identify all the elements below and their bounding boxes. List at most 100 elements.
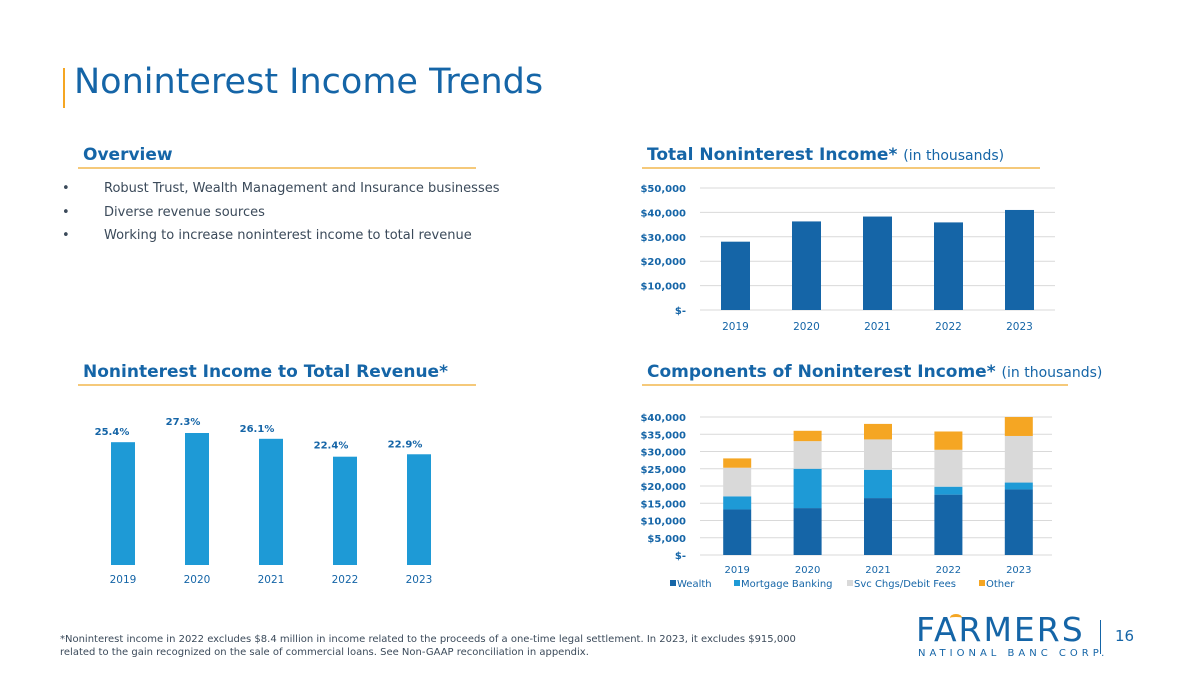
stack-segment [864, 439, 892, 470]
legend-swatch [847, 580, 853, 586]
y-tick-label: $40,000 [640, 208, 686, 219]
bar [934, 222, 963, 310]
x-tick-label: 2023 [406, 574, 433, 586]
y-tick-label: $20,000 [640, 257, 686, 268]
bullet-item: Robust Trust, Wealth Management and Insu… [62, 180, 499, 204]
legend-swatch [979, 580, 985, 586]
x-tick-label: 2021 [865, 565, 890, 576]
bar [721, 241, 750, 310]
components-chart: $- $5,000 $10,000 $15,000 $20,000 $25,000 $30,… [640, 413, 1052, 590]
ratio-rule [78, 384, 476, 386]
footnote: *Noninterest income in 2022 excludes $8.… [60, 634, 796, 658]
x-tick-label: 2021 [864, 321, 891, 333]
stack-segment [723, 458, 752, 468]
logo-arc-icon [950, 614, 962, 622]
y-tick-label: $- [675, 306, 686, 317]
stack-segment [864, 498, 892, 555]
components-title: Components of Noninterest Income* (in th… [647, 362, 1102, 382]
total-income-chart: $- $10,000 $20,000 $30,000 $40,000 $50,000 201… [640, 184, 1055, 333]
data-label: 26.1% [240, 424, 275, 435]
components-rule [642, 384, 1068, 386]
total-income-title: Total Noninterest Income* (in thousands) [647, 145, 1004, 165]
stack-segment [793, 441, 822, 469]
overview-title: Overview [83, 145, 173, 165]
legend-swatch [670, 580, 676, 586]
title-accent-bar [63, 68, 65, 108]
stack-segment [934, 449, 963, 487]
y-tick-label: $10,000 [640, 517, 686, 528]
bar [863, 216, 892, 310]
stack-segment [864, 469, 892, 499]
stack-segment [1004, 482, 1033, 490]
farmers-logo: FARMERS NATIONAL BANC CORP. [910, 610, 1104, 662]
bullet-item: Working to increase noninterest income t… [62, 227, 499, 251]
total-income-title-main: Total Noninterest Income* [647, 145, 898, 165]
bar [111, 442, 135, 565]
page-title: Noninterest Income Trends [74, 62, 544, 102]
y-tick-label: $50,000 [640, 184, 686, 195]
logo-subtitle: NATIONAL BANC CORP. [918, 648, 1109, 659]
stack-segment [793, 508, 822, 555]
data-label: 27.3% [166, 417, 201, 428]
bar [259, 438, 283, 565]
x-tick-label: 2019 [110, 574, 137, 586]
stack-segment [864, 423, 892, 440]
stack-segment [723, 467, 752, 497]
stack-segment [793, 468, 822, 509]
legend-label: Svc Chgs/Debit Fees [854, 579, 956, 590]
ratio-chart: 25.4% 2019 27.3% 2020 26.1% 2021 22.4% 2022 22.9… [95, 417, 433, 586]
total-income-title-sub: (in thousands) [903, 148, 1005, 164]
bullet-item: Diverse revenue sources [62, 204, 499, 228]
legend-label: Other [986, 579, 1015, 590]
x-tick-label: 2023 [1006, 321, 1033, 333]
stack-segment [934, 486, 963, 495]
bar [333, 456, 357, 565]
components-title-main: Components of Noninterest Income* [647, 362, 996, 382]
components-title-sub: (in thousands) [1001, 365, 1103, 381]
y-tick-label: $25,000 [640, 465, 686, 476]
y-tick-label: $10,000 [640, 282, 686, 293]
x-tick-label: 2021 [258, 574, 285, 586]
legend-label: Wealth [677, 579, 712, 590]
x-tick-label: 2022 [332, 574, 359, 586]
logo-name: FARMERS [916, 610, 1085, 649]
x-tick-label: 2022 [936, 565, 961, 576]
legend-label: Mortgage Banking [741, 579, 833, 590]
stack-segment [723, 496, 752, 510]
x-tick-label: 2022 [935, 321, 962, 333]
x-tick-label: 2019 [724, 565, 749, 576]
stack-segment [1004, 417, 1033, 436]
overview-bullets: Robust Trust, Wealth Management and Insu… [62, 180, 499, 251]
x-tick-label: 2020 [793, 321, 820, 333]
data-label: 25.4% [95, 427, 130, 438]
page-number: 16 [1115, 627, 1135, 645]
y-tick-label: $20,000 [640, 482, 686, 493]
bar [792, 221, 821, 310]
y-tick-label: $5,000 [647, 534, 686, 545]
stack-segment [934, 431, 963, 450]
x-tick-label: 2020 [184, 574, 211, 586]
stack-segment [793, 430, 822, 442]
x-tick-label: 2019 [722, 321, 749, 333]
bar [185, 433, 209, 565]
overview-rule [78, 167, 476, 169]
y-tick-label: $30,000 [640, 233, 686, 244]
stack-segment [1004, 489, 1033, 555]
y-tick-label: $- [675, 551, 686, 562]
legend-swatch [734, 580, 740, 586]
logo-divider [1100, 620, 1101, 654]
total-income-rule [642, 167, 1040, 169]
stack-segment [934, 494, 963, 555]
data-label: 22.9% [388, 439, 423, 450]
y-tick-label: $35,000 [640, 430, 686, 441]
y-tick-label: $40,000 [640, 413, 686, 424]
stack-segment [723, 509, 752, 555]
y-tick-label: $15,000 [640, 499, 686, 510]
data-label: 22.4% [314, 441, 349, 452]
bar [407, 454, 431, 565]
x-tick-label: 2020 [795, 565, 820, 576]
ratio-title: Noninterest Income to Total Revenue* [83, 362, 448, 382]
stack-segment [1004, 435, 1033, 483]
bar [1005, 209, 1034, 310]
y-tick-label: $30,000 [640, 448, 686, 459]
